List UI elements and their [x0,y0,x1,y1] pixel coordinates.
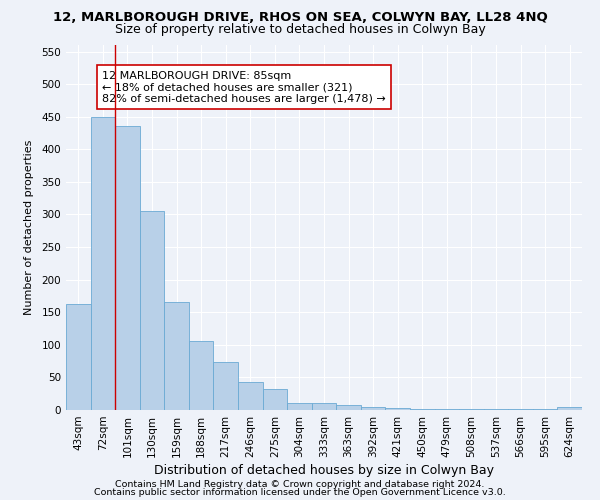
Bar [238,382,263,410]
Text: Size of property relative to detached houses in Colwyn Bay: Size of property relative to detached ho… [115,22,485,36]
Bar [361,406,385,410]
Bar [140,211,164,410]
Text: Contains public sector information licensed under the Open Government Licence v3: Contains public sector information licen… [94,488,506,497]
Text: Contains HM Land Registry data © Crown copyright and database right 2024.: Contains HM Land Registry data © Crown c… [115,480,485,489]
Y-axis label: Number of detached properties: Number of detached properties [25,140,34,315]
Text: 12 MARLBOROUGH DRIVE: 85sqm
← 18% of detached houses are smaller (321)
82% of se: 12 MARLBOROUGH DRIVE: 85sqm ← 18% of det… [102,70,386,104]
Text: 12, MARLBOROUGH DRIVE, RHOS ON SEA, COLWYN BAY, LL28 4NQ: 12, MARLBOROUGH DRIVE, RHOS ON SEA, COLW… [53,11,547,24]
Bar [66,304,91,410]
Bar [557,406,582,410]
Bar [484,408,508,410]
Bar [312,404,336,410]
Bar [287,404,312,410]
Bar [459,408,484,410]
Bar [434,408,459,410]
Bar [263,389,287,410]
Bar [91,116,115,410]
Bar [508,408,533,410]
Bar [533,408,557,410]
Bar [214,362,238,410]
Bar [410,408,434,410]
Bar [164,302,189,410]
Bar [189,341,214,410]
X-axis label: Distribution of detached houses by size in Colwyn Bay: Distribution of detached houses by size … [154,464,494,477]
Bar [336,405,361,410]
Bar [385,408,410,410]
Bar [115,126,140,410]
